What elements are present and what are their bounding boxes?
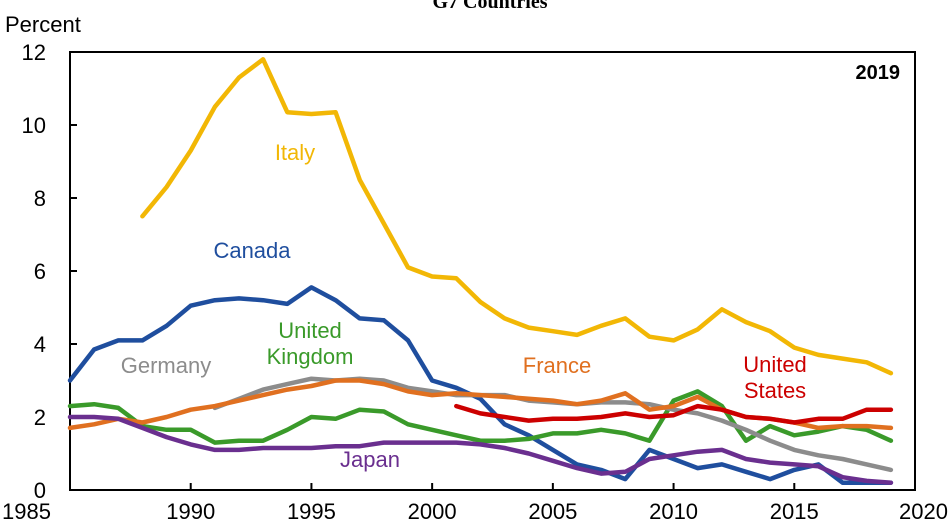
- series-label-line: United: [278, 318, 342, 343]
- x-tick-label: 2015: [770, 499, 819, 524]
- series-label-italy: Italy: [275, 140, 315, 165]
- y-axis: 0 2 4 6 8 10 12: [22, 40, 77, 503]
- x-tick-label: 1990: [166, 499, 215, 524]
- y-tick-label: 8: [34, 186, 46, 211]
- series-label-line: States: [744, 378, 806, 403]
- series-label-canada: Canada: [213, 238, 291, 263]
- x-tick-label: 2000: [408, 499, 457, 524]
- y-tick-label: 4: [34, 332, 46, 357]
- series-label-germany: Germany: [121, 353, 211, 378]
- series-label-united-kingdom: United Kingdom: [267, 318, 354, 369]
- x-tick-label: 2020: [899, 499, 948, 524]
- series-label-line: Kingdom: [267, 344, 354, 369]
- x-tick-label: 1995: [287, 499, 336, 524]
- y-tick-label: 12: [22, 40, 46, 65]
- series-label-line: France: [523, 353, 591, 378]
- series-label-line: Japan: [340, 447, 400, 472]
- chart-title: G7 Countries: [433, 0, 548, 13]
- plot-area-frame: [69, 51, 916, 491]
- y-tick-label: 2: [34, 405, 46, 430]
- series-label-france: France: [523, 353, 591, 378]
- series-label-line: Canada: [213, 238, 291, 263]
- series-lines: [67, 57, 894, 485]
- series-label-japan: Japan: [340, 447, 400, 472]
- x-tick-label: 2010: [649, 499, 698, 524]
- y-axis-label: Percent: [5, 12, 81, 37]
- series-label-line: United: [743, 352, 807, 377]
- series-label-line: Italy: [275, 140, 315, 165]
- x-axis: 1985 1990 1995 2000 2005 2010 2015 2020: [2, 483, 948, 524]
- corner-year-label: 2019: [856, 62, 901, 84]
- series-label-line: Germany: [121, 353, 211, 378]
- series-label-united-states: United States: [743, 352, 807, 403]
- y-tick-label: 6: [34, 259, 46, 284]
- y-tick-label: 0: [34, 478, 46, 503]
- x-tick-label: 2005: [528, 499, 577, 524]
- y-tick-label: 10: [22, 113, 46, 138]
- x-tick-label: 1985: [2, 499, 51, 524]
- series-line-italy: [140, 57, 894, 376]
